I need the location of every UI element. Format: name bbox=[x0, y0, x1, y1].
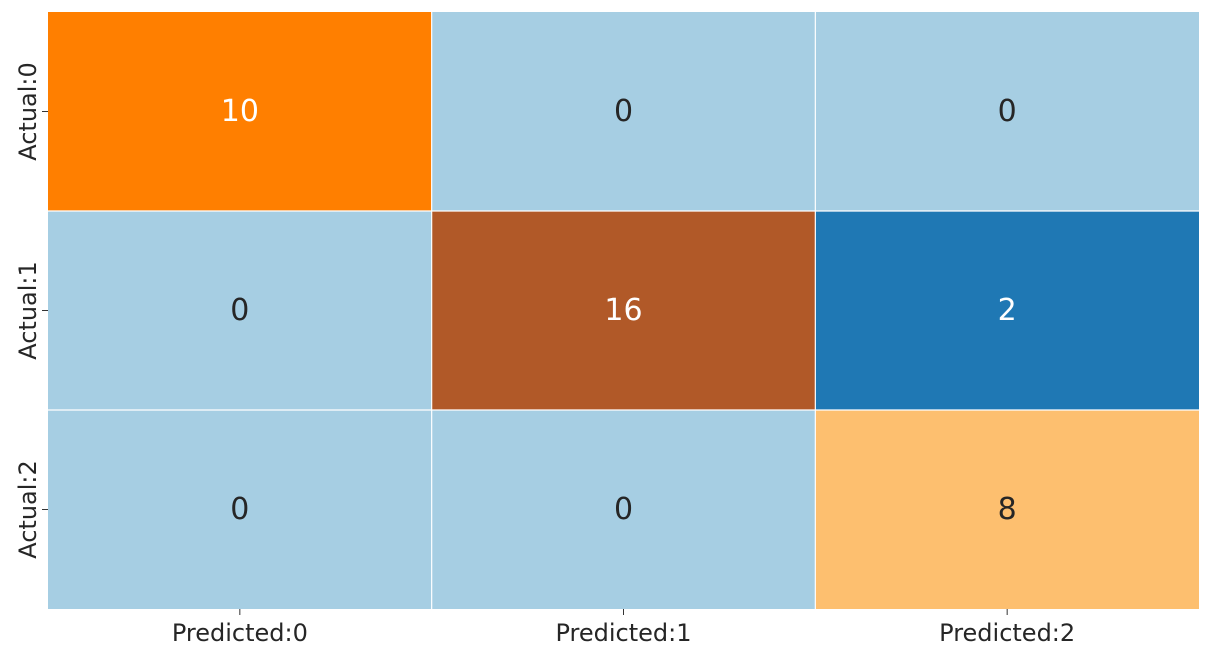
cell-value-label-r2-c0: 0 bbox=[230, 492, 249, 527]
heatmap-cell-r1-c0 bbox=[48, 211, 432, 410]
heatmap-cell-r0-c0 bbox=[48, 12, 432, 211]
x-tick-label-2: Predicted:2 bbox=[939, 619, 1075, 647]
heatmap-cell-r0-c2 bbox=[815, 12, 1199, 211]
y-tick-label-1: Actual:1 bbox=[14, 261, 42, 360]
y-tick-label-2: Actual:2 bbox=[14, 460, 42, 559]
cell-value-label-r0-c1: 0 bbox=[614, 94, 633, 129]
cell-value-label-r1-c2: 2 bbox=[998, 293, 1017, 328]
cell-value-label-r2-c1: 0 bbox=[614, 492, 633, 527]
heatmap-cell-r2-c1 bbox=[431, 410, 816, 609]
cell-value-label-r1-c0: 0 bbox=[230, 293, 249, 328]
cell-value-label-r0-c2: 0 bbox=[998, 94, 1017, 129]
cell-value-label-r2-c2: 8 bbox=[998, 492, 1017, 527]
heatmap-cell-labels: 10 0 0 0 16 2 0 0 8 bbox=[221, 94, 1017, 527]
heatmap-cells bbox=[48, 12, 1199, 609]
cell-value-label-r0-c0: 10 bbox=[221, 94, 259, 129]
heatmap-grid-lines bbox=[48, 12, 1199, 609]
y-tick-label-0: Actual:0 bbox=[14, 62, 42, 161]
x-axis: Predicted:0 Predicted:1 Predicted:2 bbox=[172, 609, 1075, 647]
cell-value-label-r1-c1: 16 bbox=[604, 293, 642, 328]
x-tick-label-0: Predicted:0 bbox=[172, 619, 308, 647]
heatmap-cell-r2-c0 bbox=[48, 410, 432, 609]
heatmap-cell-r0-c1 bbox=[431, 12, 816, 211]
x-tick-label-1: Predicted:1 bbox=[555, 619, 691, 647]
heatmap-cell-r1-c1 bbox=[431, 211, 816, 410]
y-axis: Actual:0 Actual:1 Actual:2 bbox=[14, 62, 48, 559]
heatmap-cell-r2-c2 bbox=[815, 410, 1199, 609]
heatmap-cell-r1-c2 bbox=[815, 211, 1199, 410]
